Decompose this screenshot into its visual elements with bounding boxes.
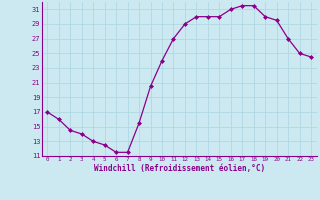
X-axis label: Windchill (Refroidissement éolien,°C): Windchill (Refroidissement éolien,°C) [94, 164, 265, 173]
